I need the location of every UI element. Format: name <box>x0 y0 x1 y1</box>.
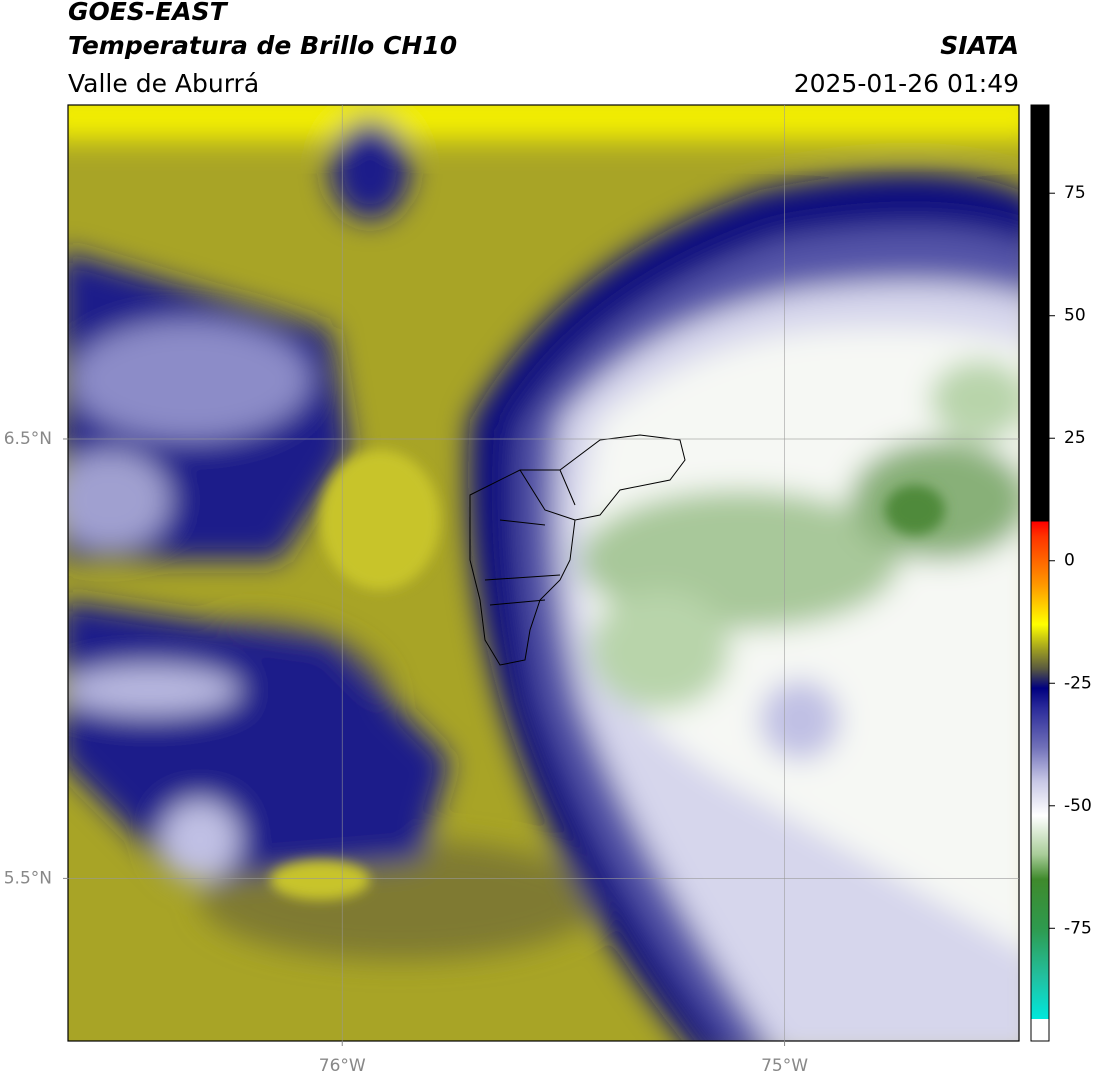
colorbar-label: -50 <box>1064 796 1092 816</box>
colorbar-label: -75 <box>1064 918 1092 938</box>
colorbar-label: 0 <box>1064 551 1075 571</box>
lon-label: 75°W <box>761 1056 808 1076</box>
colorbar-label: 25 <box>1064 428 1086 448</box>
region: Valle de Aburrá <box>68 69 259 98</box>
agency: SIATA <box>940 31 1019 60</box>
lon-label: 76°W <box>319 1056 366 1076</box>
satellite: GOES-EAST <box>68 0 229 26</box>
colorbar-label: 75 <box>1064 183 1086 203</box>
colorbar-label: 50 <box>1064 306 1086 326</box>
datetime: 2025-01-26 01:49 <box>794 69 1019 98</box>
colorbar <box>1030 104 1050 1042</box>
lat-label: 5.5°N <box>4 868 52 888</box>
imagery <box>68 105 1019 1041</box>
map-frame <box>67 104 1020 1042</box>
lat-label: 6.5°N <box>4 429 52 449</box>
colorbar-label: -25 <box>1064 673 1092 693</box>
product: Temperatura de Brillo CH10 <box>68 31 457 60</box>
